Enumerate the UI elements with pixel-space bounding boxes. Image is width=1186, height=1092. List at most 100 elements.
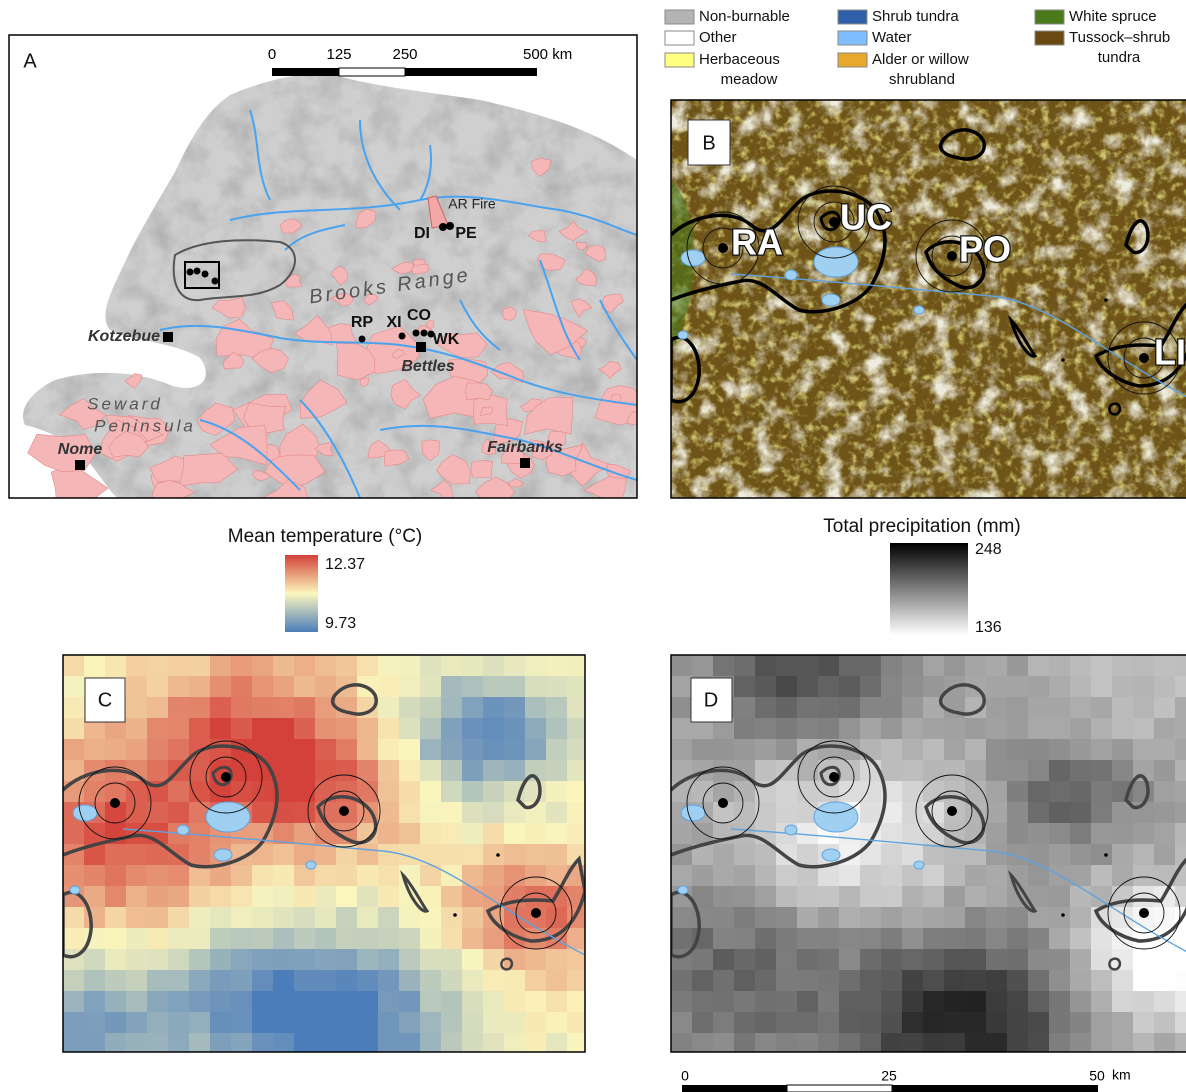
raster-cell xyxy=(252,802,274,824)
raster-cell xyxy=(944,1012,966,1034)
raster-cell xyxy=(1175,655,1186,677)
raster-cell xyxy=(399,970,421,992)
raster-cell xyxy=(441,676,463,698)
raster-cell xyxy=(965,886,987,908)
raster-cell xyxy=(1070,760,1092,782)
raster-cell xyxy=(1112,865,1134,887)
raster-cell xyxy=(797,970,819,992)
raster-cell xyxy=(1175,949,1186,971)
raster-cell xyxy=(399,760,421,782)
legend: Non-burnableOtherHerbaceousmeadowShrub t… xyxy=(665,8,1170,88)
raster-cell xyxy=(881,949,903,971)
raster-cell xyxy=(441,886,463,908)
raster-cell xyxy=(1028,1054,1050,1076)
raster-cell xyxy=(462,718,484,740)
raster-cell xyxy=(336,865,358,887)
raster-cell xyxy=(1112,760,1134,782)
raster-cell xyxy=(504,718,526,740)
raster-cell xyxy=(525,970,547,992)
raster-cell xyxy=(1175,970,1186,992)
raster-cell xyxy=(1007,739,1029,761)
raster-cell xyxy=(504,655,526,677)
raster-cell xyxy=(734,676,756,698)
raster-cell xyxy=(1175,1054,1186,1076)
raster-cell xyxy=(63,655,85,677)
raster-cell xyxy=(147,718,169,740)
raster-cell xyxy=(399,949,421,971)
raster-cell xyxy=(441,1012,463,1034)
raster-cell xyxy=(441,928,463,950)
raster-cell xyxy=(168,1054,190,1076)
raster-cell xyxy=(525,676,547,698)
raster-cell xyxy=(1091,928,1113,950)
raster-cell xyxy=(902,1012,924,1034)
raster-cell xyxy=(399,739,421,761)
raster-cell xyxy=(923,1012,945,1034)
raster-cell xyxy=(692,1012,714,1034)
raster-cell xyxy=(902,823,924,845)
raster-cell xyxy=(63,991,85,1013)
raster-cell xyxy=(986,844,1008,866)
raster-cell xyxy=(504,823,526,845)
raster-cell xyxy=(734,739,756,761)
raster-cell xyxy=(483,844,505,866)
raster-cell xyxy=(210,718,232,740)
raster-cell xyxy=(336,949,358,971)
raster-cell xyxy=(378,1054,400,1076)
raster-cell xyxy=(923,949,945,971)
raster-cell xyxy=(210,928,232,950)
raster-cell xyxy=(126,865,148,887)
raster-cell xyxy=(797,718,819,740)
raster-cell xyxy=(1049,697,1071,719)
raster-cell xyxy=(881,1012,903,1034)
panel-label: C xyxy=(98,689,112,711)
raster-cell xyxy=(860,739,882,761)
raster-cell xyxy=(776,907,798,929)
scale-label: 0 xyxy=(681,1068,689,1084)
raster-cell xyxy=(1175,697,1186,719)
raster-cell xyxy=(63,697,85,719)
raster-cell xyxy=(378,802,400,824)
raster-cell xyxy=(755,697,777,719)
raster-cell xyxy=(273,865,295,887)
raster-cell xyxy=(378,970,400,992)
raster-cell xyxy=(797,1054,819,1076)
raster-cell xyxy=(273,1054,295,1076)
raster-cell xyxy=(273,697,295,719)
raster-cell xyxy=(860,718,882,740)
raster-cell xyxy=(84,1054,106,1076)
raster-cell xyxy=(273,907,295,929)
raster-cell xyxy=(965,928,987,950)
raster-cell xyxy=(986,886,1008,908)
raster-cell xyxy=(399,802,421,824)
raster-cell xyxy=(923,1054,945,1076)
raster-cell xyxy=(1133,697,1155,719)
raster-cell xyxy=(986,718,1008,740)
raster-cell xyxy=(713,970,735,992)
raster-cell xyxy=(210,970,232,992)
raster-cell xyxy=(1112,718,1134,740)
raster-cell xyxy=(755,760,777,782)
raster-cell xyxy=(378,655,400,677)
raster-cell xyxy=(818,970,840,992)
raster-cell xyxy=(881,970,903,992)
raster-cell xyxy=(965,655,987,677)
raster-cell xyxy=(860,697,882,719)
raster-cell xyxy=(923,907,945,929)
raster-cell xyxy=(546,844,568,866)
raster-cell xyxy=(168,886,190,908)
raster-cell xyxy=(525,886,547,908)
legend-swatch xyxy=(665,10,694,24)
raster-cell xyxy=(1154,1054,1176,1076)
raster-cell xyxy=(776,676,798,698)
raster-cell xyxy=(1049,802,1071,824)
raster-cell xyxy=(105,991,127,1013)
land-cover xyxy=(671,100,1186,498)
raster-cell xyxy=(378,760,400,782)
raster-cell xyxy=(483,865,505,887)
raster-cell xyxy=(378,739,400,761)
raster-cell xyxy=(210,1054,232,1076)
raster-cell xyxy=(671,823,693,845)
raster-cell xyxy=(105,739,127,761)
raster-cell xyxy=(1007,1012,1029,1034)
